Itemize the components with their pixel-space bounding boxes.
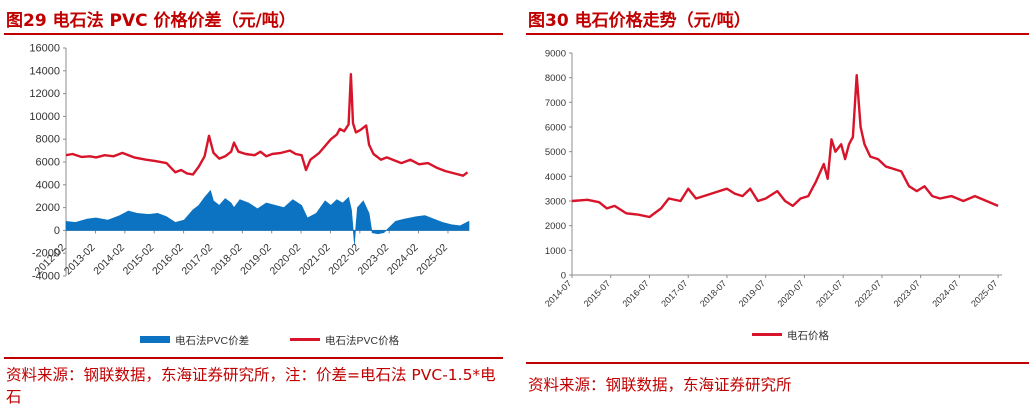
left-x-tick-label: 2018-02 bbox=[209, 242, 245, 278]
right-x-tick-label: 2017-07 bbox=[659, 278, 689, 308]
right-y-tick-label: 6000 bbox=[545, 123, 566, 134]
right-x-tick-label: 2024-07 bbox=[930, 278, 960, 308]
left-x-tick-label: 2025-02 bbox=[414, 242, 450, 278]
right-x-tick-label: 2022-07 bbox=[853, 278, 883, 308]
left-x-tick-label: 2021-02 bbox=[297, 242, 333, 278]
right-y-tick-label: 0 bbox=[561, 271, 566, 282]
right-x-tick-label: 2023-07 bbox=[892, 278, 922, 308]
left-y-tick-label: 14000 bbox=[29, 65, 60, 77]
right-y-tick-label: 1000 bbox=[545, 246, 566, 257]
left-x-tick-label: 2020-02 bbox=[267, 242, 303, 278]
left-chart: -4000 -2000 0 2000 4000 6000 8000 10000 12000 140… bbox=[29, 43, 470, 347]
left-x-tick-label: 2023-02 bbox=[356, 242, 392, 278]
left-chart-title: 图29 电石法 PVC 价格价差（元/吨） bbox=[6, 11, 296, 31]
right-x-tick-label: 2021-07 bbox=[814, 278, 844, 308]
left-x-tick-label: 2019-02 bbox=[238, 242, 274, 278]
right-x-tick-label: 2016-07 bbox=[620, 278, 650, 308]
left-series-line-1 bbox=[65, 72, 469, 177]
left-y-tick-label: 2000 bbox=[36, 202, 60, 214]
left-x-tick-label: 2017-02 bbox=[179, 242, 215, 278]
right-source-note: 资料来源：钢联数据，东海证券研究所 bbox=[528, 376, 792, 394]
right-y-tick-label: 9000 bbox=[545, 49, 566, 60]
right-y-tick-label: 5000 bbox=[545, 147, 566, 158]
left-title-rule bbox=[4, 33, 503, 35]
left-legend-swatch bbox=[140, 336, 170, 343]
left-x-tick-label: 2024-02 bbox=[385, 242, 421, 278]
left-legend-label: 电石法PVC价格 bbox=[325, 334, 400, 347]
right-y-tick-label: 2000 bbox=[545, 221, 566, 232]
left-x-tick-label: 2016-02 bbox=[150, 242, 186, 278]
right-x-tick-label: 2025-07 bbox=[969, 278, 999, 308]
right-x-tick-label: 2019-07 bbox=[737, 278, 767, 308]
right-chart: 0 1000 2000 3000 4000 5000 6000 7000 8000 9000 201… bbox=[543, 49, 1002, 342]
right-x-tick-label: 2020-07 bbox=[775, 278, 805, 308]
left-y-tick-label: -4000 bbox=[32, 271, 60, 283]
left-panel: 图29 电石法 PVC 价格价差（元/吨） -4000 -2000 0 2000 400… bbox=[0, 0, 505, 414]
left-y-tick-label: -2000 bbox=[32, 248, 60, 260]
left-x-tick-label: 2013-02 bbox=[62, 242, 98, 278]
left-y-tick-label: 4000 bbox=[36, 179, 60, 191]
left-y-tick-label: 16000 bbox=[29, 43, 60, 55]
right-x-tick-label: 2015-07 bbox=[582, 278, 612, 308]
left-y-tick-label: 8000 bbox=[36, 134, 60, 146]
left-x-tick-label: 2015-02 bbox=[121, 242, 157, 278]
right-legend-label: 电石价格 bbox=[787, 329, 829, 342]
right-chart-title: 图30 电石价格走势（元/吨） bbox=[528, 11, 751, 31]
right-y-tick-label: 8000 bbox=[545, 73, 566, 84]
left-y-tick-label: 6000 bbox=[36, 157, 60, 169]
left-y-tick-label: 10000 bbox=[29, 111, 60, 123]
right-title-rule bbox=[526, 33, 1029, 35]
left-source-note: 资料来源：钢联数据，东海证券研究所，注：价差=电石法 PVC-1.5*电石 bbox=[6, 366, 496, 406]
right-y-tick-label: 7000 bbox=[545, 98, 566, 109]
right-panel: 图30 电石价格走势（元/吨） 0 1000 2000 3000 4000 5000 600… bbox=[522, 0, 1032, 414]
left-x-tick-label: 2022-02 bbox=[326, 242, 362, 278]
left-legend-label: 电石法PVC价差 bbox=[175, 334, 249, 347]
right-x-tick-label: 2014-07 bbox=[543, 278, 573, 308]
left-series-area-0 bbox=[65, 189, 470, 245]
left-y-tick-label: 12000 bbox=[29, 88, 60, 100]
right-source-rule bbox=[526, 362, 1029, 364]
left-x-tick-label: 2014-02 bbox=[91, 242, 127, 278]
right-series-line-0 bbox=[571, 73, 999, 219]
left-y-tick-label: 0 bbox=[54, 225, 60, 237]
right-x-tick-label: 2018-07 bbox=[698, 278, 728, 308]
right-y-tick-label: 3000 bbox=[545, 197, 566, 208]
left-source-rule bbox=[4, 357, 503, 359]
right-y-tick-label: 4000 bbox=[545, 172, 566, 183]
